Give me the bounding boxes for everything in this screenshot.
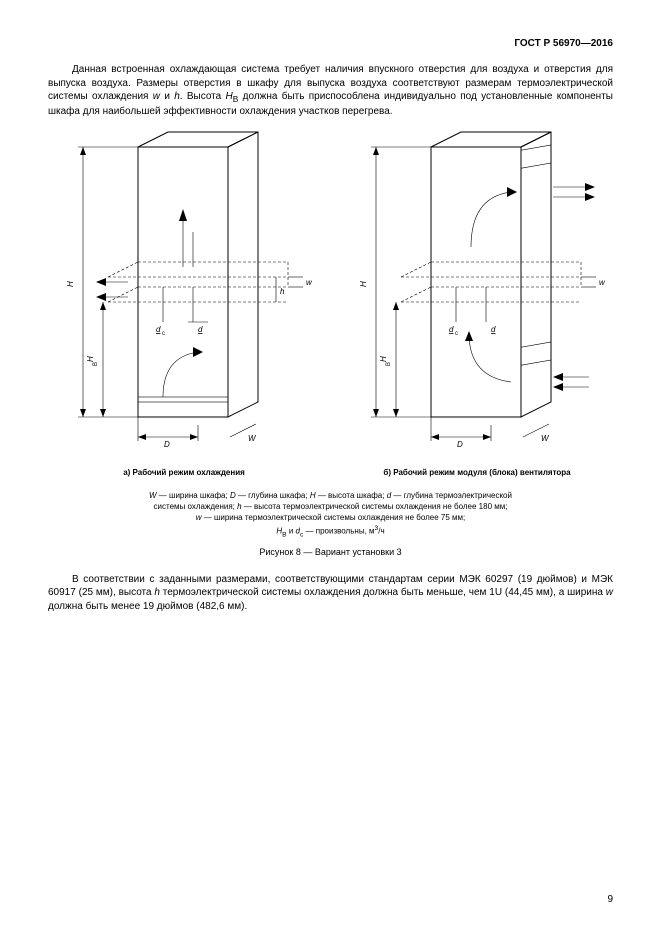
figure-title: Рисунок 8 — Вариант установки 3 [48, 547, 613, 557]
svg-text:H: H [86, 356, 95, 362]
caption-a: а) Рабочий режим охлаждения [48, 468, 320, 478]
svg-text:c: c [455, 331, 458, 337]
figure-legend: W — ширина шкафа; D — глубина шкафа; H —… [48, 491, 613, 539]
page: ГОСТ Р 56970—2016 Данная встроенная охла… [0, 0, 661, 935]
svg-text:H: H [379, 356, 388, 362]
svg-text:w: w [306, 278, 313, 287]
figures-row: H H B D W w [48, 127, 613, 478]
svg-text:c: c [162, 331, 165, 337]
svg-text:B: B [386, 362, 392, 366]
svg-text:D: D [457, 440, 463, 449]
svg-text:H: H [66, 281, 75, 287]
svg-text:h: h [280, 287, 285, 296]
figure-a: H H B D W w [48, 127, 320, 478]
figure-b: H H B D W w d d c [341, 127, 613, 478]
svg-text:W: W [248, 434, 257, 443]
svg-text:W: W [541, 434, 550, 443]
diagram-a: H H B D W w [48, 127, 320, 457]
caption-b: б) Рабочий режим модуля (блока) вентилят… [341, 468, 613, 478]
svg-text:d: d [491, 325, 496, 334]
svg-text:B: B [93, 362, 99, 366]
svg-text:w: w [599, 278, 606, 287]
svg-text:D: D [164, 440, 170, 449]
doc-header: ГОСТ Р 56970—2016 [48, 38, 613, 49]
svg-text:d: d [449, 325, 454, 334]
paragraph-2: В соответствии с заданными размерами, со… [48, 573, 613, 614]
paragraph-1: Данная встроенная охлаждающая система тр… [48, 63, 613, 119]
diagram-b: H H B D W w d d c [341, 127, 613, 457]
svg-text:d: d [198, 325, 203, 334]
svg-text:H: H [359, 281, 368, 287]
page-number: 9 [607, 894, 613, 905]
svg-text:d: d [156, 325, 161, 334]
